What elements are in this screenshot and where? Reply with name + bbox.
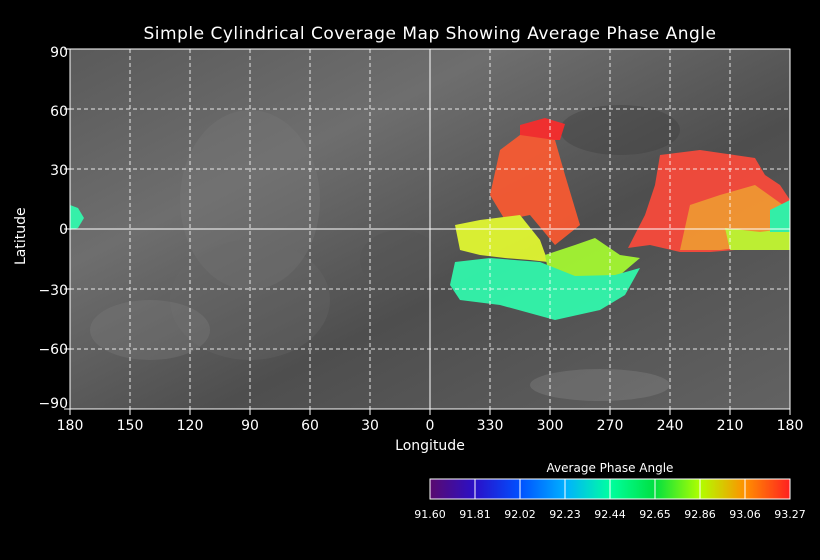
colorbar-tick-label: 92.86 (684, 508, 716, 521)
surface-feature (530, 369, 670, 401)
colorbar-title: Average Phase Angle (546, 461, 674, 475)
lat-tick-label: 90 (50, 45, 68, 61)
coverage-patch (455, 215, 548, 262)
lon-tick-label: 330 (476, 418, 504, 434)
colorbar-tick-label: 92.23 (549, 508, 581, 521)
lon-tick-label: 60 (301, 418, 319, 434)
lon-tick-label: 240 (656, 418, 684, 434)
colorbar-dividers (474, 479, 746, 499)
map-title: Simple Cylindrical Coverage Map Showing … (143, 24, 717, 44)
lon-tick-label: 30 (361, 418, 379, 434)
coverage-patch (545, 238, 640, 278)
lat-tick-label: 60 (50, 104, 68, 120)
lat-tick-label: −60 (38, 342, 68, 358)
coverage-patch (770, 200, 790, 232)
lon-tick-label: 210 (716, 418, 744, 434)
colorbar-tick-label: 93.06 (729, 508, 761, 521)
colorbar-tick-label: 92.02 (504, 508, 536, 521)
coverage-patch (520, 118, 565, 140)
lon-tick-label: 0 (425, 418, 435, 434)
colorbar-tick-label: 91.60 (414, 508, 446, 521)
colorbar-tick-label: 93.27 (774, 508, 806, 521)
colorbar-tick-label: 92.44 (594, 508, 626, 521)
surface-feature (90, 300, 210, 360)
surface-feature (170, 240, 330, 360)
lat-tick-label: −30 (38, 283, 68, 299)
lat-tick-label: 30 (50, 163, 68, 179)
lon-tick-label: 300 (536, 418, 564, 434)
lon-tick-label: 180 (776, 418, 804, 434)
coverage-patch (70, 205, 84, 230)
axis-ticks (64, 48, 791, 415)
lon-tick-label: 270 (596, 418, 624, 434)
lat-tick-label: 0 (59, 222, 68, 238)
colorbar-tick-label: 92.65 (639, 508, 671, 521)
lat-tick-label: −90 (38, 396, 68, 412)
surface-feature (560, 105, 680, 155)
colorbar-tick-label: 91.81 (459, 508, 491, 521)
lon-tick-label: 180 (56, 418, 84, 434)
x-axis-label: Longitude (395, 438, 465, 454)
coverage-patch (450, 258, 640, 320)
lon-tick-label: 90 (241, 418, 259, 434)
lon-tick-label: 120 (176, 418, 204, 434)
coverage-patch (725, 228, 790, 250)
coverage-overlay (70, 118, 790, 320)
lon-tick-label: 150 (116, 418, 144, 434)
surface-feature (360, 230, 440, 290)
